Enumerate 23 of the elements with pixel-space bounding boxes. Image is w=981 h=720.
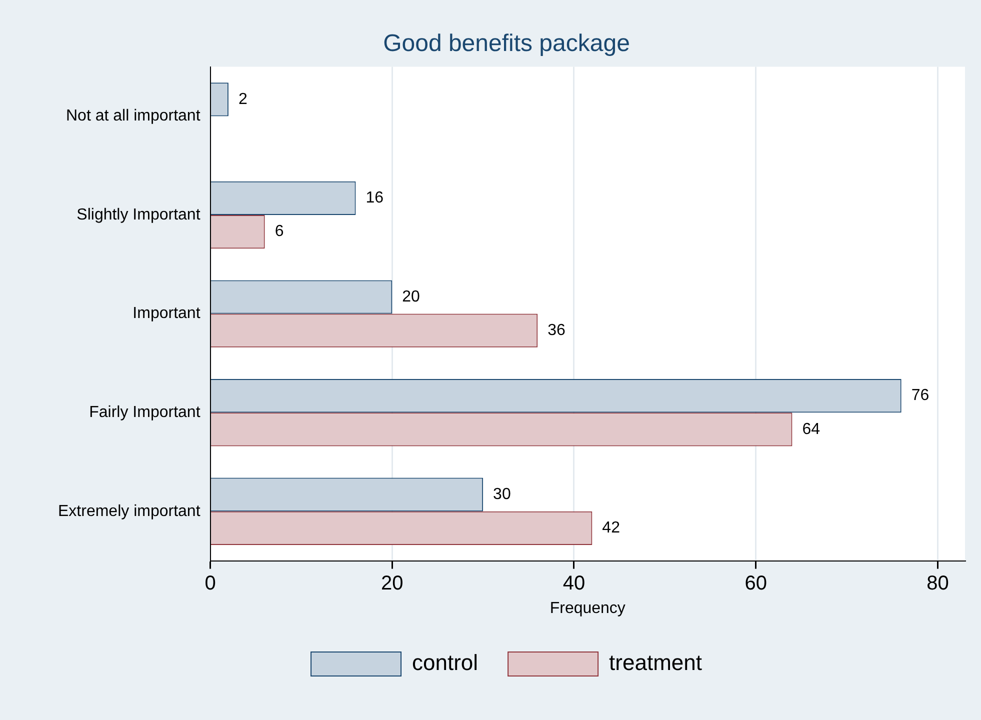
y-tick-label: Extremely important — [58, 502, 201, 520]
x-tick-label: 60 — [744, 572, 767, 594]
data-label: 42 — [602, 520, 620, 537]
data-label: 36 — [548, 322, 566, 339]
y-tick-label: Fairly Important — [89, 404, 201, 422]
data-label: 16 — [366, 190, 384, 207]
data-label: 64 — [802, 420, 820, 438]
data-label: 2 — [238, 90, 248, 108]
x-tick-label: 0 — [204, 572, 216, 594]
x-axis-title: Frequency — [550, 600, 626, 617]
data-label: 20 — [402, 288, 420, 306]
x-tick-label: 20 — [381, 572, 404, 594]
y-tick-label: Slightly Important — [76, 206, 201, 224]
data-label: 30 — [493, 486, 511, 504]
data-label: 6 — [274, 223, 284, 240]
data-label: 76 — [911, 387, 930, 404]
y-tick-label: Not at all important — [66, 108, 201, 125]
legend-label: control — [412, 650, 478, 676]
x-tick-label: 40 — [562, 572, 586, 594]
legend-label: treatment — [609, 650, 702, 676]
chart-title: Good benefits package — [383, 30, 630, 58]
x-tick-label: 80 — [926, 572, 949, 594]
y-tick-label: Important — [132, 305, 201, 322]
